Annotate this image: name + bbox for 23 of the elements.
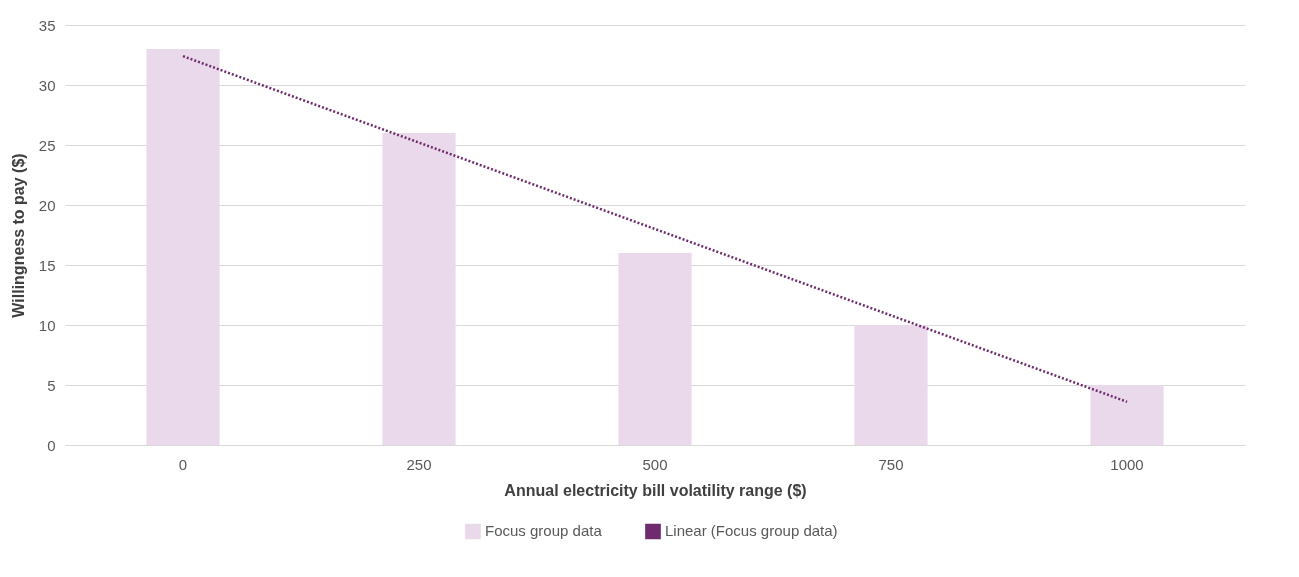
x-tick-label: 250	[406, 455, 432, 473]
bar	[1090, 385, 1164, 445]
x-axis-title: Annual electricity bill volatility range ($)	[504, 481, 807, 499]
bar	[146, 49, 220, 445]
x-tick-label: 750	[878, 455, 904, 473]
legend-label: Linear (Focus group data)	[665, 522, 838, 540]
y-tick-label: 30	[38, 76, 56, 94]
y-tick-label: 5	[47, 376, 56, 394]
y-tick-label: 0	[47, 436, 56, 454]
bar	[854, 325, 928, 445]
y-axis-title: Willingness to pay ($)	[9, 153, 27, 318]
y-tick-label: 15	[38, 256, 56, 274]
legend-label: Focus group data	[485, 522, 603, 540]
x-tick-label: 1000	[1110, 455, 1144, 473]
bar	[618, 253, 692, 445]
line-series	[181, 54, 1129, 404]
y-tick-label: 10	[38, 316, 56, 334]
y-tick-label: 20	[38, 196, 56, 214]
x-tick-label: 500	[642, 455, 668, 473]
bar	[382, 133, 456, 445]
y-tick-label: 25	[38, 136, 56, 154]
x-tick-label: 0	[178, 455, 188, 473]
y-tick-label: 35	[38, 16, 56, 34]
